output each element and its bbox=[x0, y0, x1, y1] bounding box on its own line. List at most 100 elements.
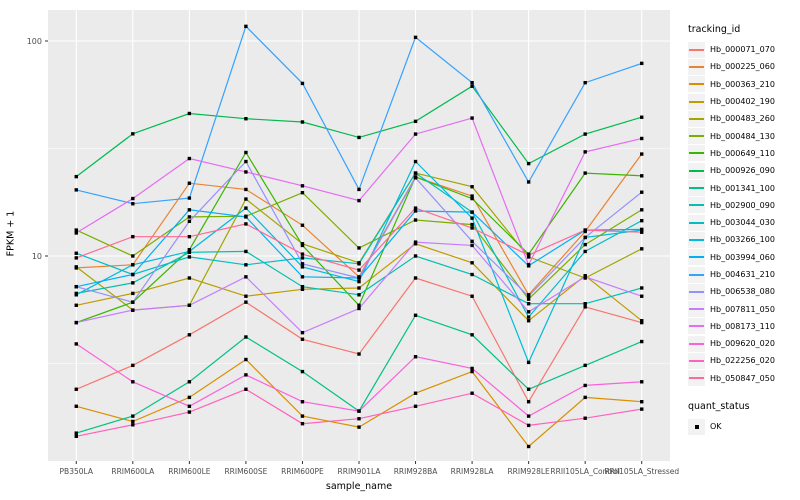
data-point bbox=[470, 196, 474, 201]
data-point bbox=[131, 414, 135, 418]
data-point bbox=[470, 294, 474, 298]
data-point bbox=[131, 419, 135, 424]
data-point bbox=[526, 255, 531, 259]
legend-entry-label: Hb_004631_210 bbox=[710, 270, 775, 279]
legend-title-quant-status: quant_status bbox=[688, 400, 750, 412]
legend-entry-label: Hb_000649_110 bbox=[710, 148, 775, 158]
data-point bbox=[357, 262, 361, 266]
x-tick-label: RRIM928BA bbox=[394, 467, 439, 476]
data-point bbox=[413, 132, 418, 136]
data-point bbox=[413, 254, 418, 258]
legend-title-tracking-id: tracking_id bbox=[688, 24, 741, 35]
data-point bbox=[300, 243, 305, 248]
data-point bbox=[526, 294, 531, 298]
legend-key-line-icon bbox=[688, 128, 705, 145]
legend-entry-Hb_000402_190: Hb_000402_190 bbox=[688, 93, 800, 110]
data-point bbox=[470, 116, 474, 120]
data-point bbox=[413, 218, 418, 222]
data-point bbox=[244, 357, 248, 362]
data-point bbox=[583, 235, 587, 240]
legend-key-line-icon bbox=[688, 180, 705, 197]
data-point bbox=[244, 275, 248, 279]
data-point bbox=[244, 300, 248, 304]
y-tick-label: 10 bbox=[32, 252, 42, 261]
legend-entry-Hb_008173_110: Hb_008173_110 bbox=[688, 318, 800, 335]
data-point bbox=[470, 216, 474, 220]
legend-entry-Hb_001341_100: Hb_001341_100 bbox=[688, 179, 800, 197]
legend-quant-status: quant_status OK bbox=[688, 401, 800, 435]
data-point bbox=[74, 284, 78, 289]
data-point bbox=[74, 434, 78, 439]
data-point bbox=[583, 305, 587, 309]
data-point bbox=[300, 414, 305, 418]
data-point bbox=[300, 275, 305, 279]
legend-entry-ok: OK bbox=[688, 418, 800, 435]
data-point bbox=[470, 243, 474, 248]
data-point bbox=[131, 234, 135, 239]
data-point bbox=[74, 231, 78, 235]
legend-entry-label: Hb_008173_110 bbox=[710, 321, 775, 331]
legend-entry-label: Hb_002900_090 bbox=[710, 200, 775, 210]
data-point bbox=[187, 196, 192, 200]
data-point bbox=[640, 339, 644, 344]
legend-entry-Hb_007811_050: Hb_007811_050 bbox=[688, 300, 800, 318]
data-point bbox=[187, 380, 192, 384]
data-point bbox=[300, 262, 305, 266]
data-point bbox=[187, 219, 192, 224]
legend-key-line-icon bbox=[688, 162, 705, 179]
data-point bbox=[640, 294, 644, 298]
data-point bbox=[300, 184, 305, 188]
data-point bbox=[640, 208, 644, 212]
data-point bbox=[413, 404, 418, 408]
legend-key-line-icon bbox=[688, 197, 705, 214]
data-point bbox=[583, 301, 587, 306]
data-point bbox=[187, 410, 192, 414]
data-point bbox=[640, 407, 644, 411]
data-point bbox=[583, 171, 587, 175]
legend-entry-Hb_003266_100: Hb_003266_100 bbox=[688, 231, 800, 248]
data-point bbox=[583, 275, 587, 279]
legend-entry-Hb_003994_060: Hb_003994_060 bbox=[688, 249, 800, 266]
data-point bbox=[470, 391, 474, 395]
legend-entry-Hb_000484_130: Hb_000484_130 bbox=[688, 127, 800, 145]
data-point bbox=[187, 333, 192, 337]
data-point bbox=[526, 319, 531, 323]
data-point bbox=[74, 174, 78, 179]
legend-key-line-icon bbox=[688, 318, 705, 335]
data-point bbox=[300, 400, 305, 404]
data-point bbox=[300, 369, 305, 374]
legend-entry-Hb_000225_060: Hb_000225_060 bbox=[688, 58, 800, 75]
data-point bbox=[583, 395, 587, 400]
data-point bbox=[187, 215, 192, 219]
data-point bbox=[74, 387, 78, 391]
legend-entry-Hb_009620_020: Hb_009620_020 bbox=[688, 335, 800, 352]
legend-entry-Hb_050847_050: Hb_050847_050 bbox=[688, 370, 800, 387]
data-point bbox=[583, 132, 587, 136]
data-point bbox=[74, 228, 78, 232]
data-point bbox=[244, 24, 248, 29]
data-point bbox=[244, 159, 248, 164]
data-point bbox=[187, 404, 192, 408]
data-point bbox=[357, 187, 361, 192]
data-point bbox=[583, 80, 587, 85]
legend-entry-label: OK bbox=[710, 422, 722, 432]
legend-entry-Hb_006538_080: Hb_006538_080 bbox=[688, 283, 800, 300]
legend-entry-label: Hb_000225_060 bbox=[710, 62, 775, 72]
legend-key-line-icon bbox=[688, 352, 705, 369]
data-point bbox=[640, 174, 644, 178]
data-point bbox=[526, 297, 531, 301]
data-point bbox=[187, 181, 192, 185]
data-point bbox=[187, 111, 192, 116]
data-point bbox=[131, 202, 135, 206]
data-point bbox=[300, 190, 305, 195]
data-point bbox=[413, 313, 418, 317]
data-point bbox=[470, 222, 474, 227]
legend-entry-Hb_000363_210: Hb_000363_210 bbox=[688, 76, 800, 93]
data-point bbox=[470, 261, 474, 265]
data-point bbox=[187, 234, 192, 239]
data-point bbox=[244, 170, 248, 174]
data-point bbox=[300, 421, 305, 426]
data-point bbox=[640, 218, 644, 223]
data-point bbox=[187, 303, 192, 307]
